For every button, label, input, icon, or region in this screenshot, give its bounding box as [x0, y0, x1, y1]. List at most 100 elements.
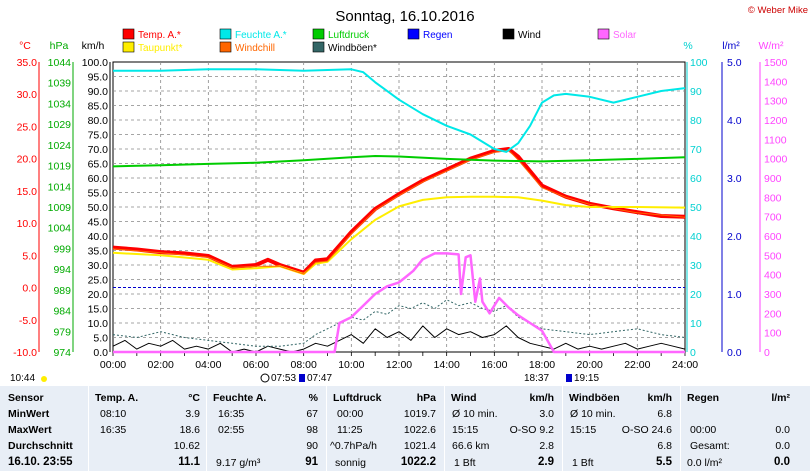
legend-label: Feuchte A.*: [235, 30, 287, 41]
moonset-time: 18:37: [524, 373, 549, 384]
x-tick-label: 02:00: [148, 359, 174, 371]
stats-now-gust-a: 1 Bft: [572, 457, 594, 469]
x-tick-label: 16:00: [481, 359, 507, 371]
stats-min-gust-val: 6.8: [657, 408, 672, 420]
axis-tick-pressure: 1039: [48, 78, 72, 90]
axis-tick-wind: 85.0: [88, 101, 109, 113]
axis-tick-wind: 65.0: [88, 159, 109, 171]
x-tick-label: 10:00: [338, 359, 364, 371]
axis-tick-pressure: 999: [53, 243, 71, 255]
axis-tick-humidity: 70: [690, 144, 702, 156]
series-line: [113, 252, 685, 354]
axis-tick-wind: 30.0: [88, 260, 109, 272]
stats-max-gust-b: O-SO 24.6: [621, 424, 672, 436]
axis-tick-wind: 45.0: [88, 217, 109, 229]
axis-tick-wind: 80.0: [88, 115, 109, 127]
stats-max-press-time: 11:25: [337, 424, 363, 436]
chart-title: Sonntag, 16.10.2016: [335, 8, 474, 25]
axis-tick-humidity: 50: [690, 202, 702, 214]
stats-now-hum-val: 91: [305, 456, 318, 468]
stats-now-label: 16.10. 23:55: [8, 456, 73, 468]
stats-min-wind-val: 3.0: [539, 408, 554, 420]
stats-header-rain: Regen: [687, 392, 720, 404]
axis-tick-wind: 90.0: [88, 86, 109, 98]
axis-tick-solar: 1000: [764, 154, 788, 166]
stats-now-temp-val: 11.1: [178, 456, 200, 468]
sunrise-time: 07:53: [271, 373, 296, 384]
axis-unit-temp: °C: [19, 40, 31, 52]
axis-tick-wind: 35.0: [88, 246, 109, 258]
axis-tick-wind: 10.0: [88, 318, 109, 330]
moonrise-time: 07:47: [307, 373, 332, 384]
stats-min-press-val: 1019.7: [403, 408, 436, 420]
axis-tick-humidity: 100: [690, 57, 708, 69]
legend-swatch: [312, 41, 325, 53]
stats-now-hum-time: 9.17 g/m³: [216, 457, 261, 469]
legend-swatch: [502, 28, 515, 40]
axis-tick-rain: 1.0: [727, 289, 742, 301]
stats-max-press-val: 1022.6: [403, 424, 436, 436]
axis-tick-solar: 1300: [764, 96, 788, 108]
stats-now-wind-val: 2.9: [538, 456, 554, 468]
axis-tick-pressure: 1004: [48, 223, 72, 235]
axis-tick-rain: 5.0: [727, 57, 742, 69]
stats-now-rain-a: 0.0 l/m²: [687, 457, 723, 469]
legend-label: Regen: [423, 30, 452, 41]
axis-tick-temp: 5.0: [22, 250, 37, 262]
axis-tick-solar: 300: [764, 289, 782, 301]
axis-tick-temp: 35.0: [17, 57, 38, 69]
stats-now-gust-val: 5.5: [656, 456, 672, 468]
axis-tick-solar: 600: [764, 231, 782, 243]
legend-label: Windchill: [235, 43, 275, 54]
axis-tick-temp: 10.0: [17, 218, 38, 230]
sun-dot-icon: [41, 376, 47, 382]
stats-avg-label: Durchschnitt: [8, 440, 73, 452]
series-line: [113, 68, 686, 153]
axis-tick-solar: 1200: [764, 115, 788, 127]
stats-max-hum-time: 02:55: [218, 424, 245, 436]
legend-swatch: [219, 28, 232, 40]
stats-max-hum-val: 98: [306, 424, 318, 436]
moonset-icon: [566, 374, 572, 382]
axis-tick-wind: 5.0: [93, 333, 108, 345]
axis-tick-pressure: 974: [53, 347, 71, 359]
stats-header-gust: Windböen: [569, 392, 620, 404]
axis-unit-pressure: hPa: [50, 40, 69, 52]
stats-avg-hum-val: 90: [306, 440, 318, 452]
axis-tick-humidity: 0: [690, 347, 696, 359]
axis-tick-wind: 60.0: [88, 173, 109, 185]
axis-tick-solar: 1400: [764, 76, 788, 88]
stats-min-wind-a: Ø 10 min.: [452, 408, 498, 420]
x-tick-label: 00:00: [100, 359, 126, 371]
axis-tick-humidity: 90: [690, 86, 702, 98]
stats-header-rain-unit: l/m²: [771, 392, 790, 404]
stats-min-hum-time: 16:35: [218, 408, 245, 420]
legend-label: Windböen*: [328, 43, 377, 54]
legend-label: Wind: [518, 30, 541, 41]
stats-min-gust-a: Ø 10 min.: [570, 408, 616, 420]
stats-max-wind-b: O-SO 9.2: [509, 424, 554, 436]
axis-tick-temp: 0.0: [22, 283, 37, 295]
stats-max-rain-val: 0.0: [775, 424, 790, 436]
axis-tick-solar: 0: [764, 347, 770, 359]
stats-max-wind-a: 15:15: [452, 424, 479, 436]
axis-tick-rain: 2.0: [727, 231, 742, 243]
series-line: [112, 155, 686, 168]
x-tick-label: 22:00: [624, 359, 650, 371]
axis-tick-wind: 55.0: [88, 188, 109, 200]
legend-swatch: [219, 41, 232, 53]
stats-now-press-time: sonnig: [335, 457, 366, 469]
x-tick-label: 04:00: [195, 359, 221, 371]
legend-label: Solar: [613, 30, 637, 41]
axis-tick-wind: 40.0: [88, 231, 109, 243]
stats-header-press: Luftdruck: [333, 392, 382, 404]
axis-tick-wind: 75.0: [88, 130, 109, 142]
axis-unit-rain: l/m²: [722, 40, 740, 52]
axis-tick-solar: 800: [764, 192, 782, 204]
axis-tick-pressure: 989: [53, 285, 71, 297]
stats-avg-temp-val: 10.62: [173, 440, 200, 452]
x-tick-label: 08:00: [291, 359, 317, 371]
sunset-time: 19:15: [574, 373, 599, 384]
axis-unit-humidity: %: [683, 40, 692, 52]
stats-avg-wind-a: 66.6 km: [452, 440, 490, 452]
